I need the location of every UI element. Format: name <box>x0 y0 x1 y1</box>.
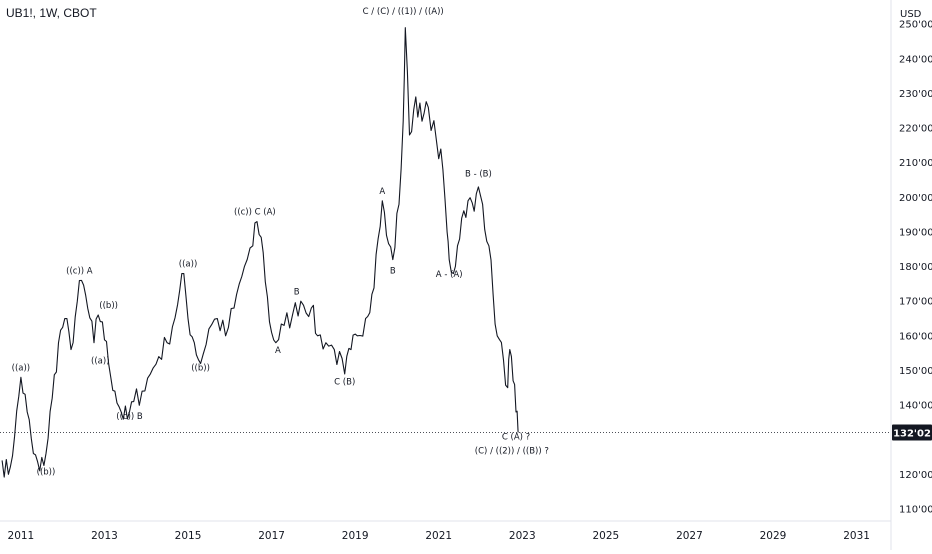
symbol-title[interactable]: UB1!, 1W, CBOT <box>6 6 97 20</box>
wave-label: B - (B) <box>465 170 492 180</box>
x-tick-label: 2011 <box>8 530 35 542</box>
currency-label: USD <box>900 9 922 20</box>
y-tick-label: 200'00 <box>899 193 932 204</box>
wave-label: ((b)) <box>191 363 210 373</box>
y-tick-label: 210'00 <box>899 158 932 169</box>
y-tick-label: 120'00 <box>899 470 932 481</box>
price-series-line[interactable] <box>1 27 519 478</box>
wave-label: ((a)) <box>179 260 197 270</box>
y-tick-label: 250'00 <box>899 20 932 31</box>
wave-label: ((b)) <box>37 467 56 477</box>
x-tick-label: 2021 <box>425 530 452 542</box>
x-tick-label: 2019 <box>342 530 369 542</box>
wave-label: C / (C) / ((1)) / ((A)) <box>363 7 444 17</box>
wave-label: ((a)) <box>12 363 30 373</box>
wave-label: C (B) <box>334 377 355 387</box>
y-tick-label: 110'00 <box>899 504 932 515</box>
last-price-badge <box>892 424 932 441</box>
y-tick-label: 140'00 <box>899 401 932 412</box>
y-tick-label: 240'00 <box>899 54 932 65</box>
x-tick-label: 2025 <box>593 530 620 542</box>
y-tick-label: 150'00 <box>899 366 932 377</box>
wave-label: A <box>275 346 281 356</box>
y-tick-label: 230'00 <box>899 89 932 100</box>
x-tick-label: 2015 <box>175 530 202 542</box>
last-price-label: 132'02 <box>893 429 931 440</box>
y-tick-label: 180'00 <box>899 262 932 273</box>
wave-label: C (A) ? <box>502 433 530 443</box>
wave-label: ((c)) C (A) <box>234 208 276 218</box>
x-tick-label: 2031 <box>843 530 870 542</box>
wave-label: A - (A) <box>436 270 463 280</box>
x-tick-label: 2029 <box>760 530 787 542</box>
wave-label: ((a)) <box>91 356 109 366</box>
wave-label: (C) / ((2)) / ((B)) ? <box>475 446 549 456</box>
x-tick-label: 2027 <box>676 530 703 542</box>
y-tick-label: 170'00 <box>899 297 932 308</box>
wave-label: A <box>379 187 385 197</box>
y-tick-label: 190'00 <box>899 227 932 238</box>
x-tick-label: 2017 <box>258 530 285 542</box>
y-tick-label: 220'00 <box>899 124 932 135</box>
wave-label: B <box>294 287 300 297</box>
wave-label: ((c)) A <box>66 266 93 276</box>
wave-label: ((b)) <box>99 301 118 311</box>
wave-label: ((c)) B <box>116 412 143 422</box>
y-tick-label: 160'00 <box>899 331 932 342</box>
x-tick-label: 2013 <box>91 530 118 542</box>
x-tick-label: 2023 <box>509 530 536 542</box>
wave-label: B <box>390 266 396 276</box>
